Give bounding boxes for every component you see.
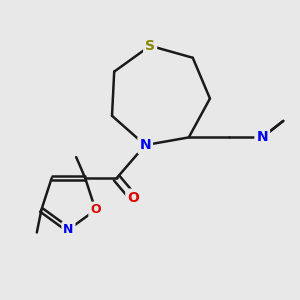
Text: S: S: [145, 39, 155, 53]
Text: O: O: [127, 190, 139, 205]
Text: N: N: [140, 138, 151, 152]
Text: N: N: [256, 130, 268, 144]
Text: N: N: [63, 223, 74, 236]
Text: O: O: [90, 203, 101, 217]
